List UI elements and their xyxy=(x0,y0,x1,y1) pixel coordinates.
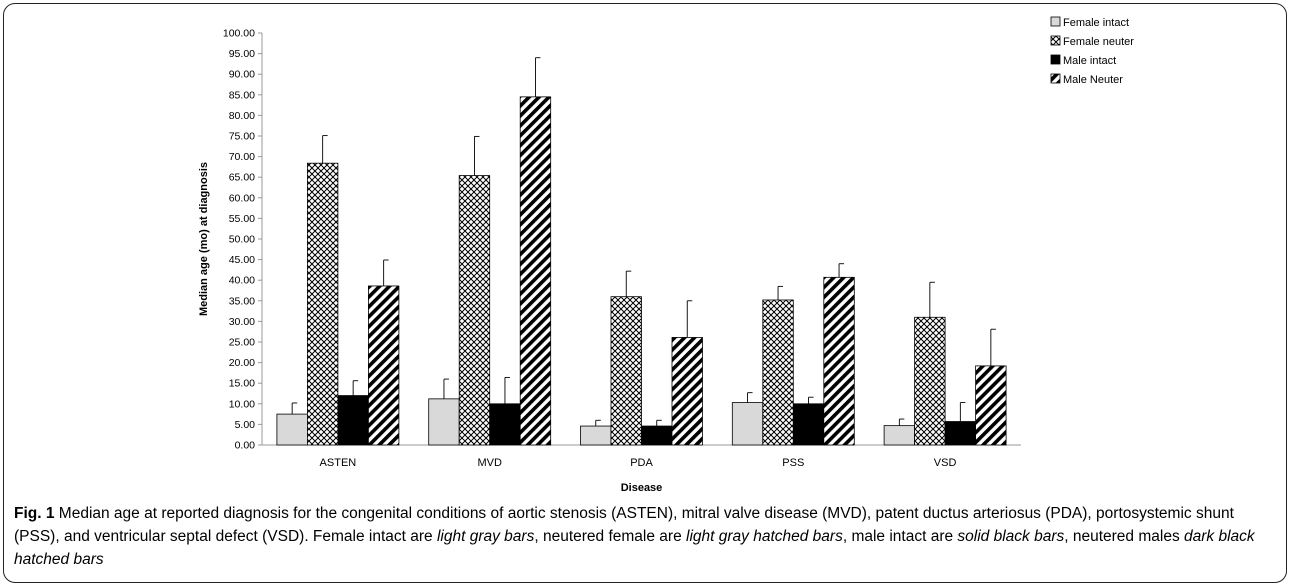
bar xyxy=(823,276,855,446)
x-category-label: ASTEN xyxy=(320,457,357,469)
bar xyxy=(671,337,703,446)
y-tick-label: 10.00 xyxy=(229,398,255,410)
bar xyxy=(641,425,673,446)
x-category-label: PDA xyxy=(630,457,653,469)
bar xyxy=(883,425,915,446)
x-category-label: MVD xyxy=(477,457,502,469)
y-tick-label: 40.00 xyxy=(229,275,255,287)
caption-italic-2: light gray hatched bars xyxy=(686,528,843,545)
bar xyxy=(944,421,976,446)
legend-label: Male Neuter xyxy=(1063,74,1123,86)
y-tick-label: 15.00 xyxy=(229,378,255,390)
y-tick-label: 75.00 xyxy=(229,131,255,143)
bar xyxy=(610,296,642,446)
y-tick-label: 85.00 xyxy=(229,89,255,101)
y-tick-label: 50.00 xyxy=(229,234,255,246)
bar xyxy=(975,365,1007,446)
bar xyxy=(276,413,308,446)
caption-italic-1: light gray bars xyxy=(436,528,535,545)
x-axis-title: Disease xyxy=(621,482,663,494)
caption-text-2: , neutered female are xyxy=(534,528,686,545)
y-tick-label: 95.00 xyxy=(229,48,255,60)
bar xyxy=(306,162,339,446)
y-tick-label: 25.00 xyxy=(229,337,255,349)
bar xyxy=(428,398,460,446)
y-tick-label: 60.00 xyxy=(229,192,255,204)
legend-swatch xyxy=(1050,16,1061,27)
bar xyxy=(367,285,400,446)
y-tick-label: 90.00 xyxy=(229,69,255,81)
caption-text-4: , neutered males xyxy=(1064,528,1184,545)
caption-italic-4: dark black hatched bars xyxy=(14,528,1255,568)
bar xyxy=(792,403,825,446)
legend-swatch xyxy=(1050,54,1061,65)
y-tick-label: 100.00 xyxy=(223,28,255,40)
bar xyxy=(580,425,612,446)
figure-frame xyxy=(3,3,1287,583)
bar xyxy=(914,316,946,446)
y-tick-label: 55.00 xyxy=(229,213,255,225)
legend-swatch xyxy=(1050,73,1061,84)
y-tick-label: 80.00 xyxy=(229,110,255,122)
caption-label: Fig. 1 xyxy=(14,505,55,522)
legend-label: Male intact xyxy=(1063,55,1116,67)
legend-label: Female neuter xyxy=(1063,36,1134,48)
y-tick-label: 65.00 xyxy=(229,172,255,184)
bar xyxy=(337,395,369,446)
caption-text-1: Median age at reported diagnosis for the… xyxy=(14,505,1234,545)
x-category-label: VSD xyxy=(934,457,957,469)
y-tick-label: 45.00 xyxy=(229,254,255,266)
bar xyxy=(762,299,794,446)
caption-italic-3: solid black bars xyxy=(957,528,1065,545)
legend-label: Female intact xyxy=(1063,17,1129,29)
x-category-label: PSS xyxy=(782,457,804,469)
y-tick-label: 0.00 xyxy=(235,440,256,452)
y-axis-title: Median age (mo) at diagnosis xyxy=(198,162,210,316)
y-tick-label: 35.00 xyxy=(229,295,255,307)
bar xyxy=(731,402,764,446)
y-tick-label: 70.00 xyxy=(229,151,255,163)
bar xyxy=(458,175,491,446)
y-tick-label: 5.00 xyxy=(235,419,256,431)
y-tick-label: 20.00 xyxy=(229,357,255,369)
y-tick-label: 30.00 xyxy=(229,316,255,328)
legend-swatch xyxy=(1050,35,1061,46)
bar xyxy=(519,96,552,446)
caption-text-3: , male intact are xyxy=(842,528,958,545)
bar-chart: 0.00 5.00 10.00 15.00 20.00 25.00 30.00 35.00 40… xyxy=(198,16,1134,494)
figure-caption: Fig. 1 Median age at reported diagnosis … xyxy=(14,502,1278,571)
bar xyxy=(489,403,521,446)
